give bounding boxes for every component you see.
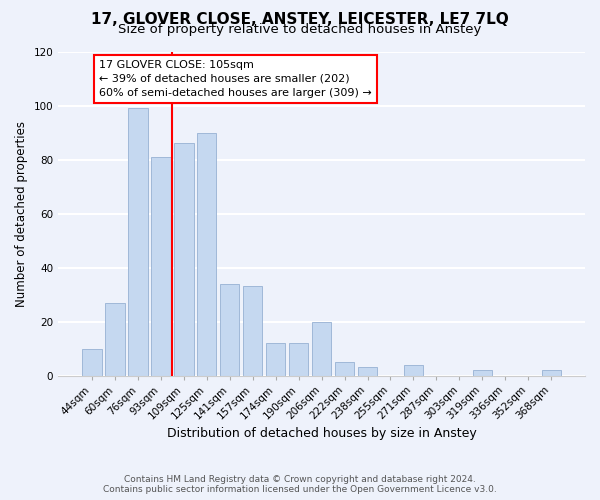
Bar <box>105 302 125 376</box>
Bar <box>174 144 194 376</box>
Bar <box>220 284 239 376</box>
Bar <box>335 362 355 376</box>
Text: 17 GLOVER CLOSE: 105sqm
← 39% of detached houses are smaller (202)
60% of semi-d: 17 GLOVER CLOSE: 105sqm ← 39% of detache… <box>99 60 371 98</box>
Bar <box>542 370 561 376</box>
Bar <box>128 108 148 376</box>
Text: Contains HM Land Registry data © Crown copyright and database right 2024.
Contai: Contains HM Land Registry data © Crown c… <box>103 474 497 494</box>
Bar <box>243 286 262 376</box>
Bar <box>82 348 101 376</box>
Bar <box>197 132 217 376</box>
Y-axis label: Number of detached properties: Number of detached properties <box>15 120 28 306</box>
X-axis label: Distribution of detached houses by size in Anstey: Distribution of detached houses by size … <box>167 427 476 440</box>
Text: Size of property relative to detached houses in Anstey: Size of property relative to detached ho… <box>118 24 482 36</box>
Bar <box>404 365 423 376</box>
Bar <box>151 157 170 376</box>
Bar <box>289 343 308 376</box>
Bar <box>266 343 286 376</box>
Text: 17, GLOVER CLOSE, ANSTEY, LEICESTER, LE7 7LQ: 17, GLOVER CLOSE, ANSTEY, LEICESTER, LE7… <box>91 12 509 28</box>
Bar <box>473 370 492 376</box>
Bar <box>358 368 377 376</box>
Bar <box>312 322 331 376</box>
